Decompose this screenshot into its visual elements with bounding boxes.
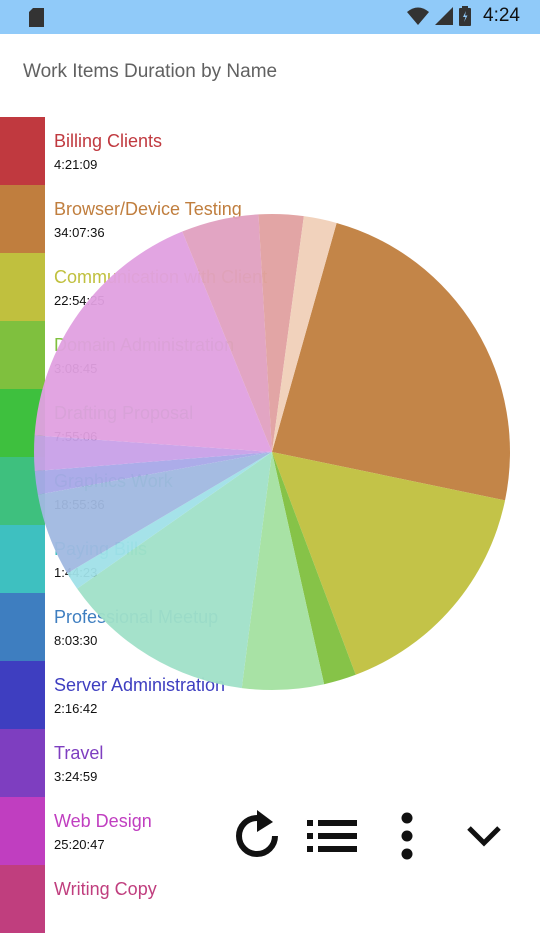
item-name: Drafting Proposal [54,403,194,423]
more-options-button[interactable] [379,808,435,864]
item-name: Server Administration [54,675,226,695]
item-name: Travel [54,743,104,763]
wifi-icon [407,7,430,25]
legend-item[interactable]: Web Design 25:20:47 [0,797,300,865]
legend-item[interactable]: Writing Copy [0,865,300,933]
chevron-down-icon [467,826,501,847]
refresh-icon [236,810,278,857]
sim-card-icon [29,8,44,27]
item-duration: 7:55:06 [54,429,98,444]
item-name: Graphics Work [54,471,173,491]
battery-icon [459,6,472,26]
item-name: Communication with Client [54,267,268,287]
more-vert-icon [401,812,413,860]
item-duration: 8:03:30 [54,633,98,648]
legend-swatch [0,117,45,185]
legend-swatch [0,729,45,797]
legend-swatch [0,797,45,865]
item-duration: 34:07:36 [54,225,105,240]
legend-swatch [0,185,45,253]
legend-item[interactable]: Billing Clients 4:21:09 [0,117,300,185]
item-duration: 2:16:42 [54,701,98,716]
item-duration: 3:08:45 [54,361,98,376]
item-duration: 25:20:47 [54,837,105,852]
legend-item[interactable]: Travel 3:24:59 [0,729,300,797]
legend-item[interactable]: Paying Bills 1:44:23 [0,525,300,593]
legend-swatch [0,389,45,457]
cell-signal-icon [435,7,454,25]
legend-list: Billing Clients 4:21:09 Browser/Device Tes… [0,117,540,933]
item-name: Browser/Device Testing [54,199,242,219]
item-duration: 22:54:25 [54,293,105,308]
legend-item[interactable]: Server Administration 2:16:42 [0,661,300,729]
item-duration: 3:24:59 [54,769,98,784]
legend-item[interactable]: Graphics Work 18:55:36 [0,457,300,525]
legend-swatch [0,525,45,593]
legend-swatch [0,321,45,389]
item-name: Billing Clients [54,131,163,151]
legend-item[interactable]: Domain Administration 3:08:45 [0,321,300,389]
item-name: Domain Administration [54,335,235,355]
item-name: Web Design [54,811,152,831]
status-bar: 4:24 [0,0,540,34]
list-button[interactable] [304,808,360,864]
refresh-button[interactable] [229,808,285,864]
item-name: Paying Bills [54,539,148,559]
legend-swatch [0,865,45,933]
legend-swatch [0,593,45,661]
page-title: Work Items Duration by Name [23,61,278,82]
legend-item[interactable]: Drafting Proposal 7:55:06 [0,389,300,457]
item-duration: 1:44:23 [54,565,98,580]
status-time: 4:24 [483,5,520,26]
legend-item[interactable]: Communication with Client 22:54:25 [0,253,300,321]
legend-item[interactable]: Professional Meetup 8:03:30 [0,593,300,661]
collapse-button[interactable] [456,808,512,864]
legend-swatch [0,661,45,729]
list-icon [307,820,357,852]
legend-item[interactable]: Browser/Device Testing 34:07:36 [0,185,300,253]
legend-swatch [0,457,45,525]
legend-swatch [0,253,45,321]
item-duration: 4:21:09 [54,157,98,172]
item-name: Professional Meetup [54,607,219,627]
item-duration: 18:55:36 [54,497,105,512]
item-name: Writing Copy [54,879,157,899]
